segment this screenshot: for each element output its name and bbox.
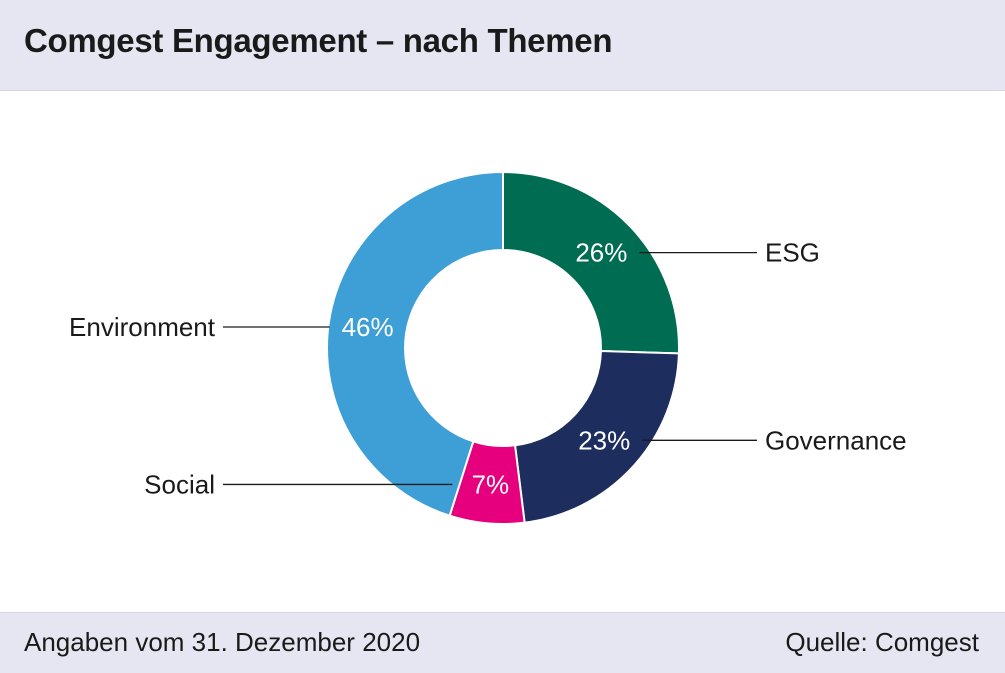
date-note: Angaben vom 31. Dezember 2020 bbox=[24, 627, 421, 657]
category-label-environment: Environment bbox=[69, 312, 216, 342]
value-label-environment: 46% bbox=[342, 312, 394, 342]
category-label-social: Social bbox=[144, 469, 215, 499]
value-label-social: 7% bbox=[472, 469, 510, 499]
chart-labels: 26% ESG 23% Governance 7% Social 46% Environmen… bbox=[69, 238, 907, 500]
value-label-governance: 23% bbox=[578, 425, 630, 455]
slice-environment bbox=[326, 170, 504, 517]
slice-esg bbox=[502, 170, 680, 355]
chart-title: Comgest Engagement – nach Themen bbox=[24, 22, 613, 59]
donut-chart: 26% ESG 23% Governance 7% Social 46% Environmen… bbox=[69, 170, 907, 525]
slice-governance bbox=[513, 349, 680, 524]
chart-header: Comgest Engagement – nach Themen bbox=[0, 0, 1005, 91]
value-label-esg: 26% bbox=[575, 238, 627, 268]
category-label-governance: Governance bbox=[765, 425, 907, 455]
source-note: Quelle: Comgest bbox=[785, 627, 979, 657]
category-label-esg: ESG bbox=[765, 238, 820, 268]
chart-footer: Angaben vom 31. Dezember 2020 Quelle: Co… bbox=[0, 612, 1005, 673]
chart-leader-lines bbox=[223, 251, 757, 486]
chart-slices bbox=[326, 170, 680, 525]
